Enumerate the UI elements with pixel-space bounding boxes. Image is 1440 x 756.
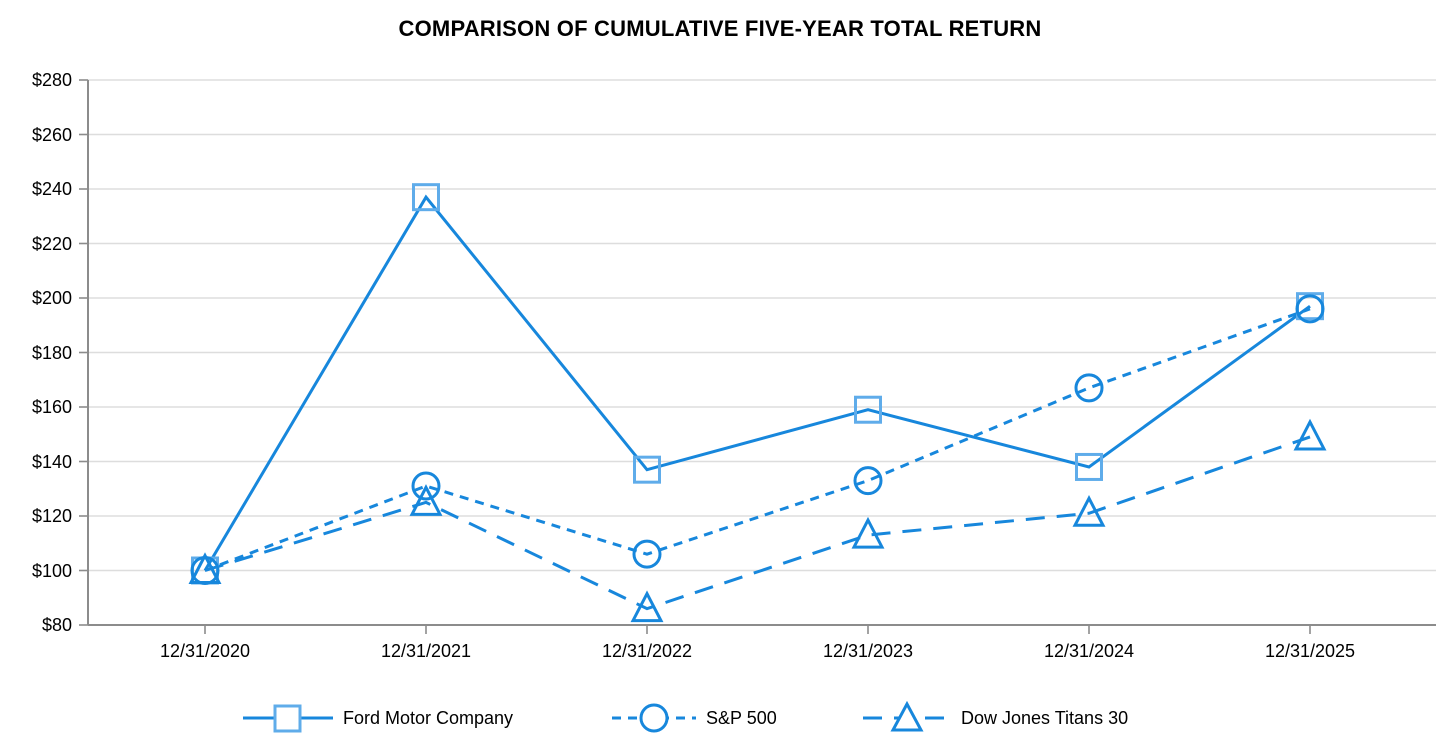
x-axis-tick-label: 12/31/2022 [601,641,693,661]
y-axis-tick-label: $280 [31,70,72,90]
x-axis-tick-label: 12/31/2023 [822,641,914,661]
data-point-marker-s-p-500 [853,466,883,496]
legend-item-dow-jones-titans-30: Dow Jones Titans 30 [863,700,1128,736]
series-line-dow-jones-titans-30 [204,435,1311,611]
data-point-marker-s-p-500 [411,471,441,501]
data-point-marker-dow-jones-titans-30 [1293,418,1327,451]
legend-item-ford-motor-company: Ford Motor Company [243,700,513,736]
ford-solid-line-square-marker-icon [243,704,333,733]
data-point-marker-dow-jones-titans-30 [851,516,885,549]
x-axis-tick-label: 12/31/2024 [1043,641,1135,661]
data-point-marker-dow-jones-titans-30 [188,552,222,584]
y-axis-tick-label: $240 [31,179,72,199]
data-point-marker-dow-jones-titans-30 [630,590,664,623]
dow-jones-long-dash-line-triangle-marker-icon [863,701,951,732]
data-point-marker-s-p-500 [632,539,662,569]
legend-label: S&P 500 [706,707,777,728]
legend-label: Dow Jones Titans 30 [961,707,1129,728]
series-line-s-p-500 [204,307,1311,572]
series-line-ford-motor-company [203,194,1311,572]
data-point-marker-dow-jones-titans-30 [409,484,443,516]
x-axis-tick-label: 12/31/2025 [1264,641,1356,661]
chart-title: COMPARISON OF CUMULATIVE FIVE-YEAR TOTAL… [398,16,1042,41]
data-point-marker-ford-motor-company [412,183,440,212]
y-axis-tick-label: $180 [31,342,72,363]
y-axis-tick-label: $220 [31,233,72,254]
y-axis-tick-label: $160 [31,397,72,417]
y-axis-tick-label: $200 [31,288,72,308]
x-axis-tick-label: 12/31/2020 [159,641,251,661]
legend-item-sp-500: S&P 500 [612,700,777,736]
data-point-marker-ford-motor-company [1075,452,1103,481]
sp500-dashed-line-circle-marker-icon [612,703,696,733]
data-point-marker-dow-jones-titans-30 [1072,495,1106,527]
legend-label: Ford Motor Company [343,707,514,728]
data-point-marker-s-p-500 [1295,294,1325,324]
x-axis-tick-label: 12/31/2021 [380,641,472,661]
data-point-marker-ford-motor-company [854,395,882,424]
chart-legend: Ford Motor Company S&P 500 Dow Jones Tit… [0,700,1440,740]
data-point-marker-ford-motor-company [633,455,661,484]
y-axis-tick-label: $260 [31,124,72,145]
data-point-marker-s-p-500 [1074,373,1104,403]
y-axis-tick-label: $120 [31,506,72,526]
y-axis-tick-label: $80 [41,615,72,635]
y-axis-tick-label: $140 [31,451,72,472]
y-axis-tick-label: $100 [31,560,72,581]
